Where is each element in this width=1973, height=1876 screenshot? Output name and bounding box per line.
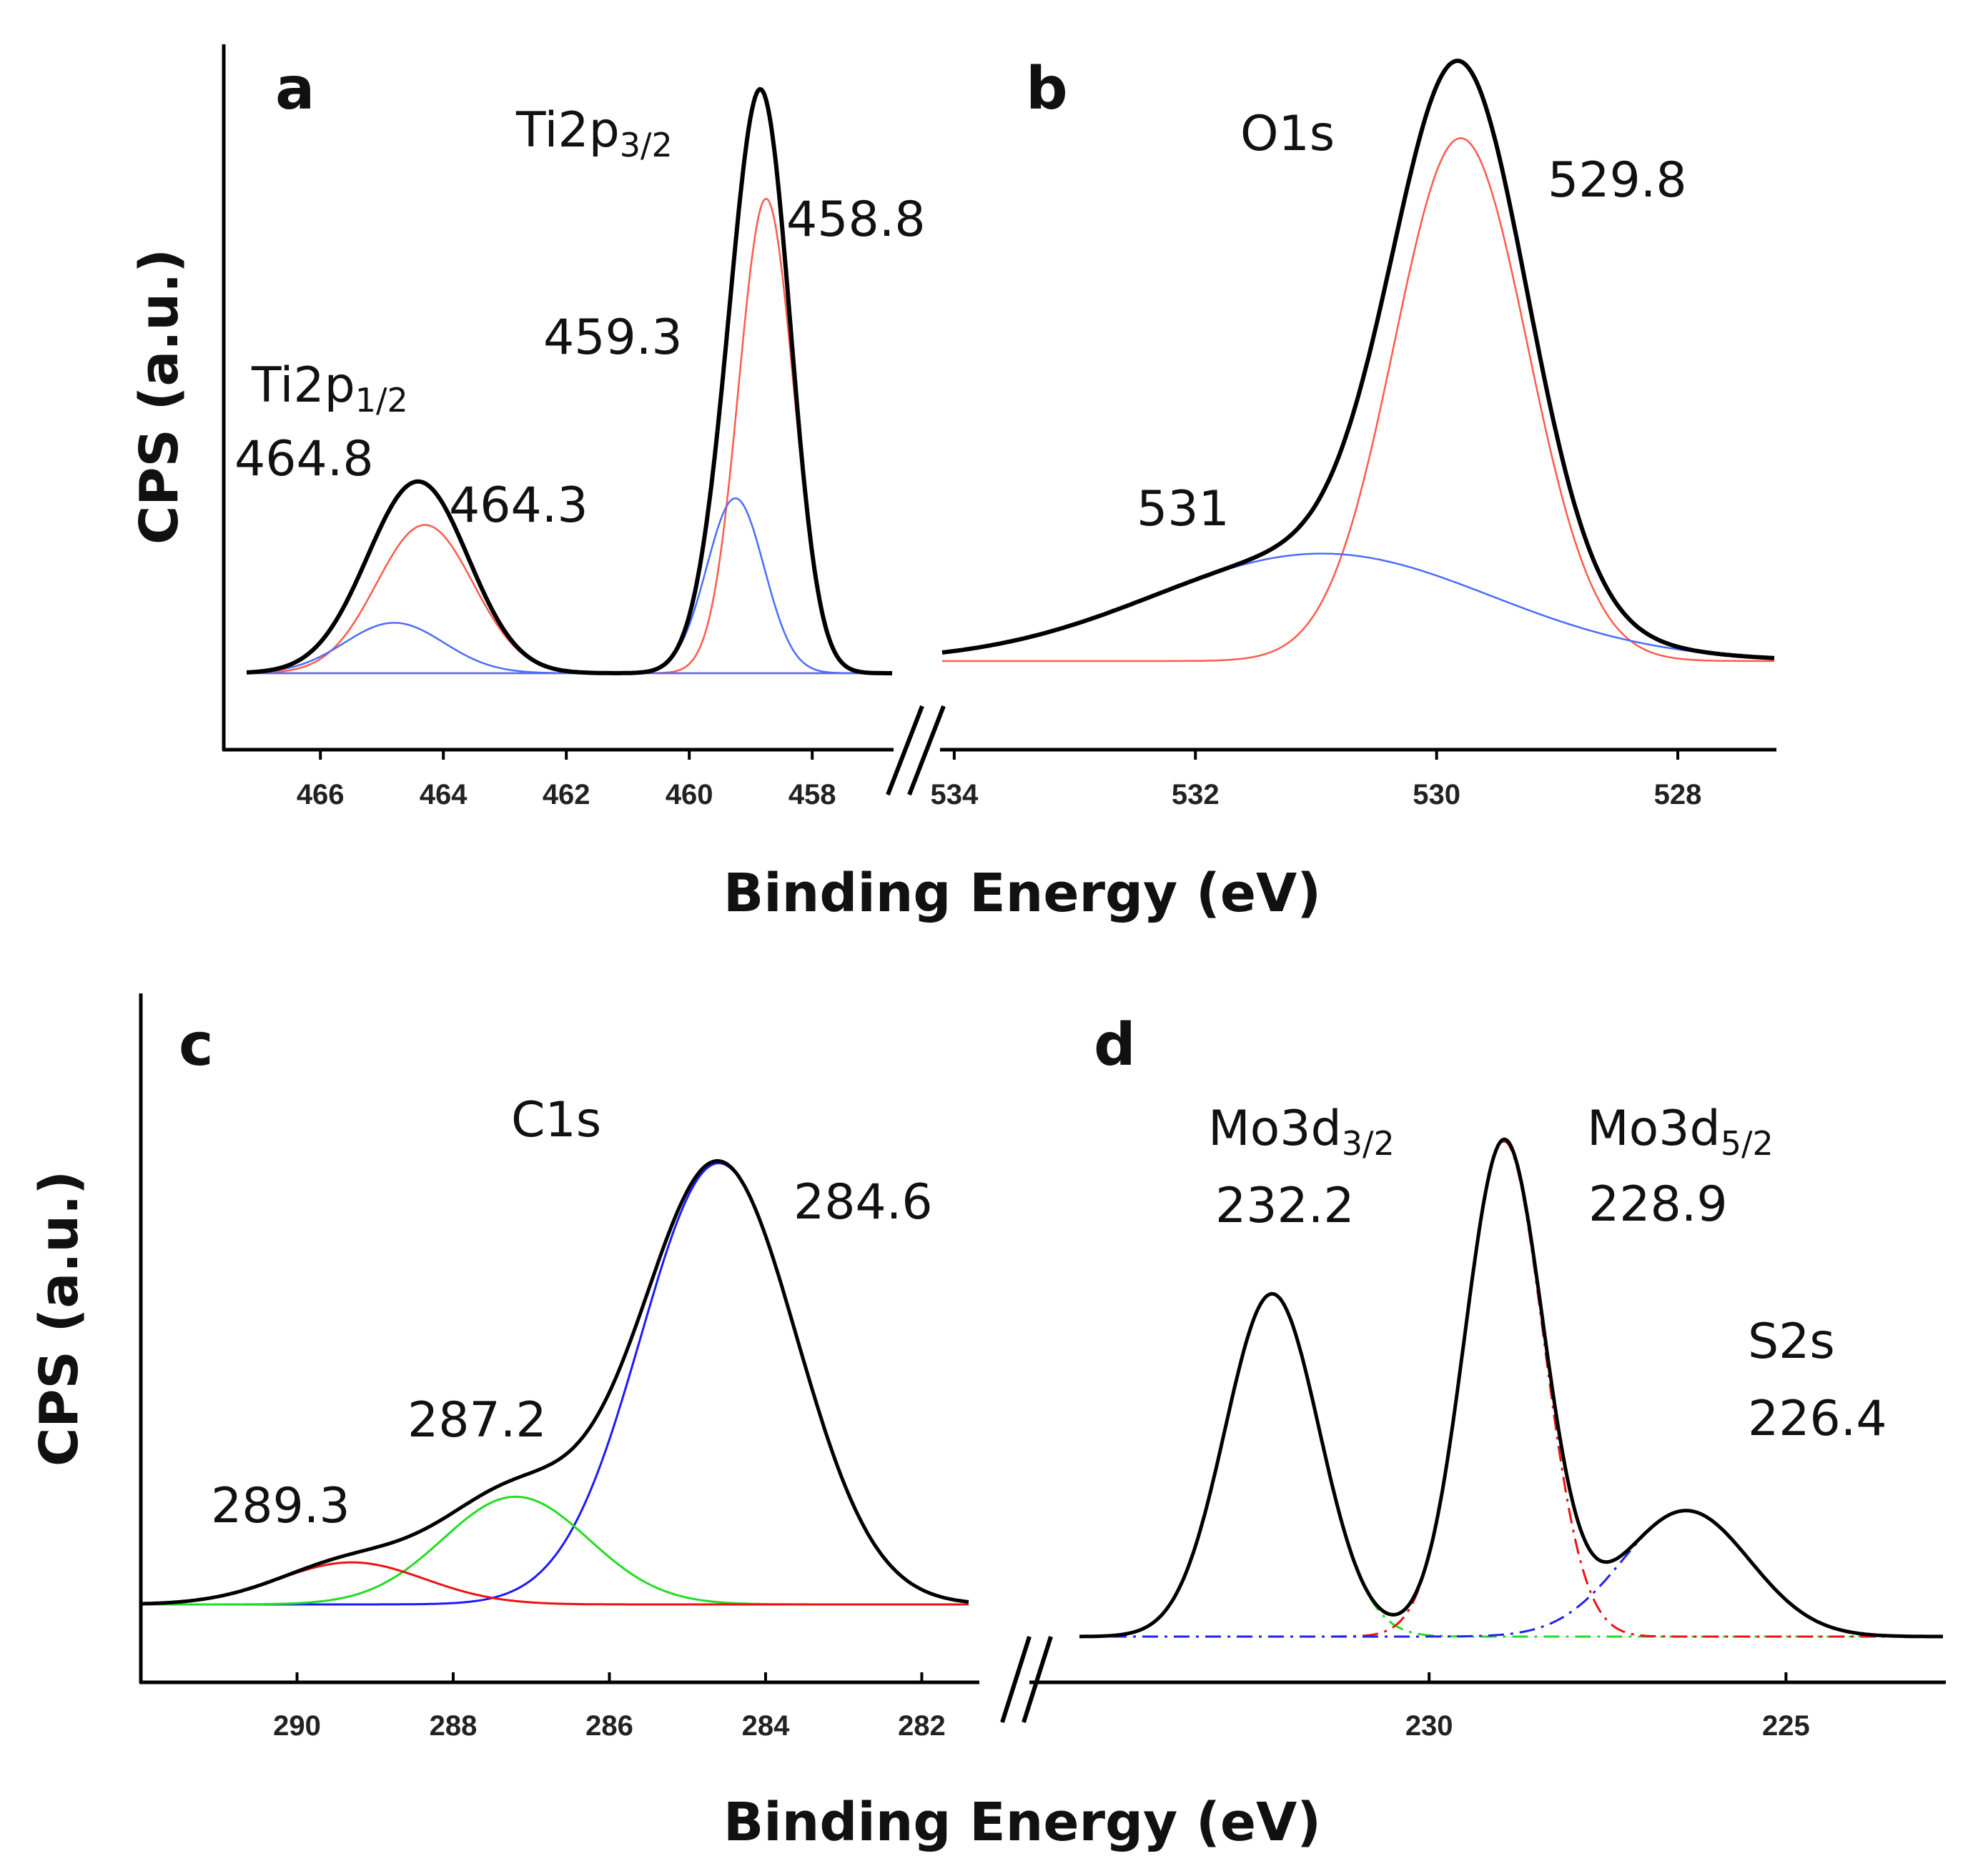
- x-tick-label-a-464: 464: [420, 779, 468, 810]
- x-tick-label-a-458: 458: [788, 779, 836, 810]
- x-tick-label-b-530: 530: [1413, 779, 1460, 810]
- series-b-fit-blue-531: [941, 552, 1775, 660]
- x-tick-label-c-282: 282: [898, 1710, 946, 1742]
- label-s2s: S2s: [1748, 1314, 1835, 1370]
- top-x-axis-title: Binding Energy (eV): [723, 863, 1321, 924]
- label-529-8: 529.8: [1548, 152, 1687, 209]
- label-226-4: 226.4: [1748, 1391, 1887, 1447]
- bottom-axis-break: [1000, 1636, 1053, 1723]
- panel-letter-a: a: [275, 55, 315, 123]
- label-mo3d32: Mo3d3/2: [1208, 1101, 1395, 1163]
- panel-b-plot: 534 532 530 528: [930, 59, 1775, 810]
- x-tick-label-a-460: 460: [666, 779, 713, 810]
- x-tick-label-c-284: 284: [742, 1710, 790, 1742]
- label-464-8: 464.8: [234, 431, 374, 487]
- series-d-envelope: [1079, 1137, 1943, 1639]
- label-459-3: 459.3: [543, 309, 683, 366]
- panel-d-plot: 230 225: [1079, 1137, 1943, 1742]
- label-c1s: C1s: [511, 1092, 601, 1148]
- label-458-8: 458.8: [786, 192, 926, 248]
- series-a-envelope: [246, 86, 893, 675]
- series-d-fit-blue-S2s: [1079, 1509, 1943, 1638]
- panel-c-plot: 290 288 286 284 282: [140, 1158, 969, 1742]
- label-531: 531: [1137, 481, 1230, 537]
- panel-a-plot: 466 464 462 460 458: [246, 86, 893, 810]
- top-y-axis-title: CPS (a.u.): [129, 249, 190, 545]
- x-tick-label-d-230: 230: [1405, 1710, 1453, 1742]
- series-d-fit-red-Mo3d5/2: [1079, 1140, 1943, 1638]
- x-tick-label-b-534: 534: [930, 779, 978, 810]
- label-232-2: 232.2: [1215, 1178, 1355, 1234]
- x-tick-label-c-288: 288: [430, 1710, 478, 1742]
- bottom-x-axis-title: Binding Energy (eV): [723, 1792, 1321, 1853]
- series-a-fit-red-Ti2p1/2: [246, 524, 892, 675]
- x-tick-label-d-225: 225: [1762, 1710, 1810, 1742]
- x-tick-label-c-290: 290: [273, 1710, 321, 1742]
- bottom-y-axis-title: CPS (a.u.): [29, 1171, 90, 1466]
- x-tick-label-b-528: 528: [1654, 779, 1702, 810]
- label-228-9: 228.9: [1588, 1176, 1728, 1233]
- panel-letter-b: b: [1026, 55, 1068, 123]
- series-c-envelope: [140, 1158, 969, 1606]
- x-tick-label-c-286: 286: [585, 1710, 633, 1742]
- top-axis-break: [886, 705, 946, 796]
- panel-letter-d: d: [1094, 1011, 1136, 1079]
- label-284-6: 284.6: [793, 1174, 933, 1231]
- series-b-fit-red-529.8: [942, 137, 1774, 662]
- x-tick-label-a-462: 462: [543, 779, 590, 810]
- label-287-2: 287.2: [407, 1392, 547, 1449]
- x-tick-label-a-466: 466: [297, 779, 345, 810]
- label-o1s: O1s: [1240, 106, 1335, 162]
- series-b-envelope: [941, 59, 1775, 660]
- label-mo3d52: Mo3d5/2: [1587, 1101, 1774, 1163]
- label-ti2p12: Ti2p1/2: [251, 357, 408, 420]
- panel-letter-c: c: [179, 1011, 214, 1079]
- label-ti2p32: Ti2p3/2: [515, 102, 673, 164]
- label-464-3: 464.3: [449, 477, 588, 534]
- label-289-3: 289.3: [211, 1478, 350, 1534]
- series-a-fit-blue-Ti2p1/2: [246, 622, 892, 675]
- x-tick-label-b-532: 532: [1172, 779, 1220, 810]
